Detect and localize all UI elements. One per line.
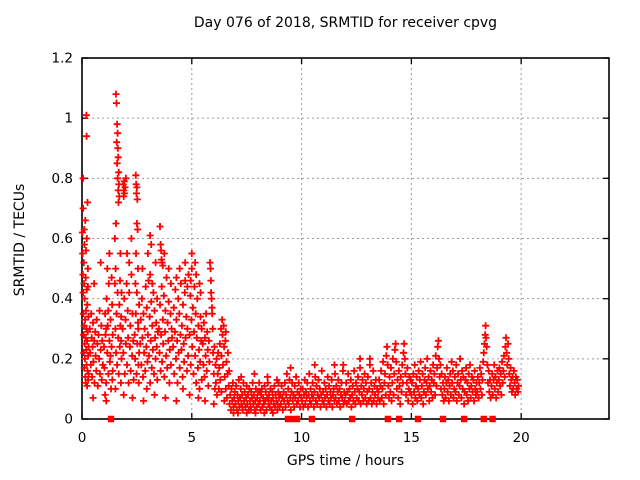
- y-tick-label: 0.6: [52, 231, 73, 247]
- y-tick-label: 0.4: [52, 291, 73, 307]
- y-tick-label: 1.2: [52, 51, 73, 67]
- x-tick-label: 20: [513, 430, 530, 446]
- x-tick-label: 15: [403, 430, 420, 446]
- x-axis-label: GPS time / hours: [286, 453, 405, 469]
- x-tick-label: 10: [293, 430, 310, 446]
- zero-flag-points: [107, 415, 496, 423]
- y-tick-label: 0.8: [52, 171, 73, 187]
- srmtid-scatter-points: [78, 90, 522, 417]
- y-tick-label: 0: [64, 412, 73, 428]
- y-tick-label: 1: [64, 111, 73, 127]
- x-tick-label: 0: [78, 430, 87, 446]
- y-tick-label: 0.2: [52, 351, 73, 367]
- plot-border: [81, 57, 610, 420]
- x-tick-label: 5: [187, 430, 196, 446]
- chart-title: Day 076 of 2018, SRMTID for receiver cpv…: [193, 15, 498, 31]
